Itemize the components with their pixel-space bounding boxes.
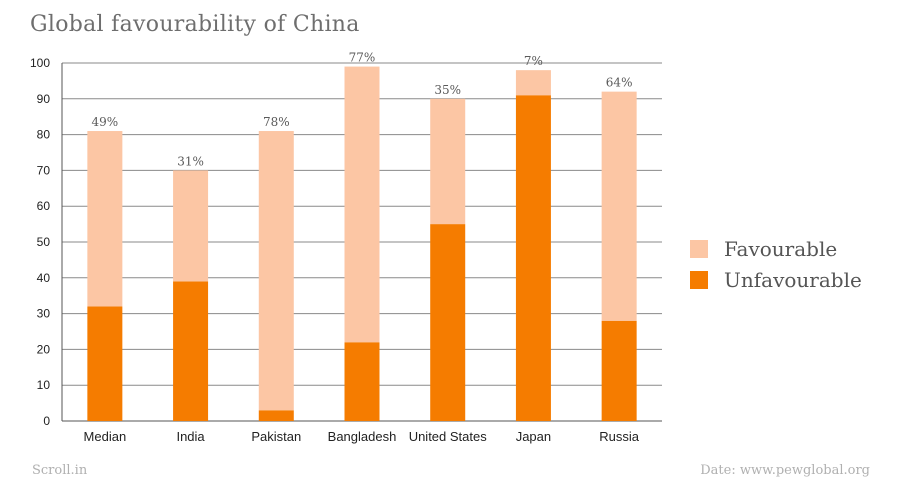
y-tick-label: 0 [43,414,50,428]
bar-favourable [87,131,123,307]
legend-swatch-favourable [690,240,708,258]
footer-source-right: Date: www.pewglobal.org [700,463,870,478]
bar-unfavourable [601,320,637,421]
bar-unfavourable [515,95,551,421]
y-tick-label: 80 [37,128,51,142]
y-tick-label: 50 [37,235,51,249]
y-tick-label: 90 [37,92,51,106]
x-tick-label: Bangladesh [328,429,397,444]
legend-label-unfavourable: Unfavourable [724,268,862,292]
bar-favourable [515,70,551,96]
bar-favourable [430,98,466,225]
legend-label-favourable: Favourable [724,237,838,261]
data-label-favourable: 35% [434,83,461,97]
x-tick-label: United States [409,429,488,444]
y-tick-label: 30 [37,307,51,321]
bar-unfavourable [87,306,123,421]
data-label-favourable: 7% [524,54,543,68]
y-tick-label: 20 [37,342,51,356]
bar-favourable [601,91,637,321]
x-tick-label: India [176,429,205,444]
bar-favourable [173,170,209,282]
bar-favourable [258,131,294,411]
bar-favourable [344,66,380,343]
bar-unfavourable [173,281,209,421]
legend-item-unfavourable: Unfavourable [690,265,862,295]
x-tick-label: Japan [516,429,551,444]
data-label-favourable: 31% [177,154,204,168]
data-label-favourable: 49% [92,115,119,129]
bar-unfavourable [344,342,380,421]
y-tick-label: 70 [37,163,51,177]
legend-swatch-unfavourable [690,271,708,289]
y-tick-label: 10 [37,378,51,392]
y-tick-label: 40 [37,271,51,285]
data-label-favourable: 77% [349,51,376,65]
legend: Favourable Unfavourable [690,234,862,296]
x-tick-label: Russia [599,429,640,444]
y-tick-label: 100 [30,56,50,70]
y-tick-label: 60 [37,199,51,213]
data-label-favourable: 78% [263,115,290,129]
x-tick-label: Pakistan [251,429,301,444]
data-label-favourable: 64% [606,76,633,90]
legend-item-favourable: Favourable [690,234,862,264]
bar-unfavourable [430,224,466,421]
chart-title: Global favourability of China [30,12,360,37]
x-tick-label: Median [84,429,127,444]
footer-source-left: Scroll.in [32,463,88,478]
bar-unfavourable [258,410,294,421]
